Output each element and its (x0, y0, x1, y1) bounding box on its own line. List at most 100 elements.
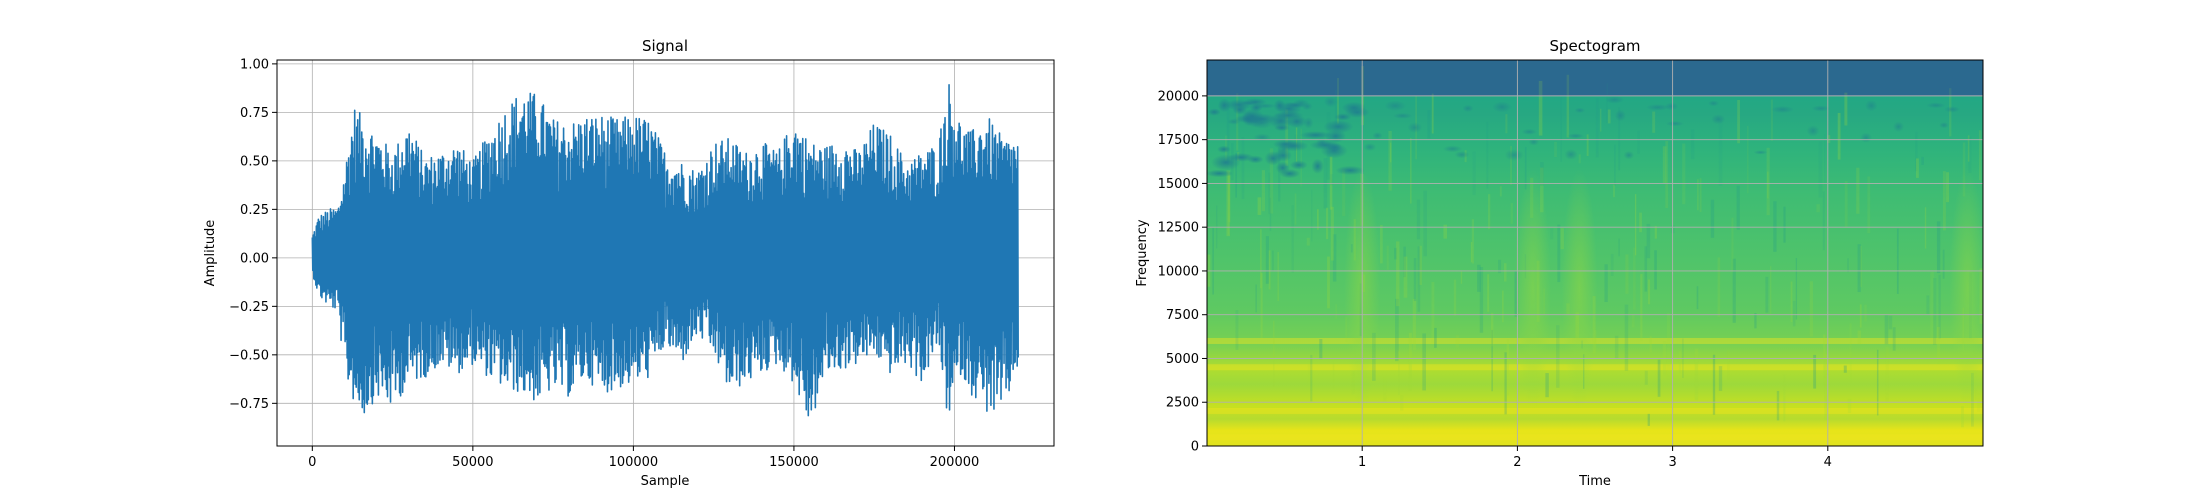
spectrogram-plot-frame (1206, 59, 1984, 447)
spectrogram-streak (1332, 234, 1337, 282)
spectrogram-streak (1637, 130, 1640, 154)
spectrogram-streak (1857, 330, 1862, 345)
spectrogram-streak (1488, 194, 1491, 230)
spectrogram-streak (1977, 385, 1981, 412)
signal-y-axis-label: Amplitude (203, 220, 218, 287)
spectrogram-streak (1844, 92, 1848, 126)
spectrogram-streak (1319, 338, 1323, 360)
spectrogram-blob (1574, 107, 1586, 113)
spectrogram-streak (1978, 130, 1982, 181)
spectrogram-streak (1649, 336, 1652, 353)
spectrogram-streak (1884, 315, 1889, 345)
spectrogram-streak (1857, 244, 1861, 293)
spectrogram-streak (1235, 310, 1239, 350)
spectrogram-streak (1837, 112, 1841, 160)
signal-y-tick-label: 0.50 (240, 154, 269, 169)
spectrogram-streak (1795, 257, 1798, 320)
spectrogram-streak (1915, 158, 1919, 178)
spectrogram-streak (1942, 171, 1946, 231)
spectrogram-streak (1241, 137, 1245, 200)
spectrogram-streak (1427, 110, 1431, 139)
spectrogram-streak (1647, 279, 1651, 305)
spectrogram-streak (1769, 266, 1772, 315)
spectrogram-streak (1326, 207, 1329, 240)
spectrogram-streak (1736, 185, 1740, 230)
spectrogram-streak (1665, 141, 1669, 208)
spectrogram-streak (1490, 312, 1494, 347)
spectrogram-y-tick-label: 20000 (1158, 89, 1199, 104)
spectrogram-streak (1332, 357, 1335, 389)
spectrogram-streak (1765, 276, 1769, 313)
spectrogram-blob (1860, 132, 1872, 143)
spectrogram-streak (1260, 229, 1262, 289)
spectrogram-streak (1408, 332, 1412, 391)
spectrogram-streak (1697, 179, 1699, 211)
spectrogram-blob (1442, 145, 1463, 153)
spectrogram-streak (1888, 315, 1893, 330)
spectrogram-streak (1847, 258, 1849, 273)
spectrogram-streak (1272, 250, 1274, 272)
spectrogram-blob (1645, 104, 1670, 111)
spectrogram-streak (1386, 245, 1389, 270)
spectrogram-streak (1269, 197, 1272, 232)
spectrogram-blob (1250, 117, 1273, 129)
signal-x-tick-label: 100000 (609, 455, 659, 470)
spectrogram-streak (1654, 225, 1657, 239)
signal-x-tick-label: 50000 (452, 455, 493, 470)
spectrogram-streak (1754, 313, 1757, 329)
spectrogram-streak (1773, 201, 1777, 252)
spectrogram-blob (1462, 104, 1474, 113)
spectrogram-streak (1813, 354, 1817, 389)
spectrogram-streak (1644, 370, 1648, 385)
spectrogram-streak (1578, 154, 1581, 164)
spectrogram-streak (1936, 221, 1941, 274)
spectrogram-streak (1554, 141, 1557, 158)
spectrogram-transient (1949, 168, 1983, 409)
spectrogram-streak (1398, 351, 1400, 395)
spectrogram-streak (1443, 224, 1448, 239)
spectrogram-streak (1396, 241, 1400, 307)
spectrogram-blob (1264, 151, 1282, 166)
spectrogram-streak (1300, 128, 1302, 187)
spectrogram-streak (1610, 253, 1614, 277)
spectrogram-streak (1766, 147, 1770, 216)
spectrogram-band (1207, 434, 1983, 441)
spectrogram-streak (1285, 109, 1289, 166)
spectrogram-streak (1310, 354, 1313, 402)
spectrogram-transient (1514, 168, 1551, 409)
spectrogram-streak (1717, 257, 1721, 318)
spectrogram-y-tick-label: 0 (1191, 440, 1199, 455)
spectrogram-streak (1767, 171, 1769, 199)
spectrogram-streak (1737, 99, 1740, 144)
spectrogram-streak (1311, 189, 1313, 242)
spectrogram-streak (1277, 251, 1279, 302)
spectrogram-streak (1226, 170, 1231, 237)
spectrogram-blob (1567, 133, 1585, 139)
spectrogram-blob (1407, 122, 1423, 133)
spectrogram-streak (1228, 175, 1231, 223)
spectrogram-streak (1306, 237, 1310, 246)
spectrogram-blob (1207, 108, 1221, 116)
spectrogram-streak (1727, 350, 1730, 380)
signal-plot-frame (276, 59, 1055, 447)
spectrogram-streak (1607, 109, 1611, 124)
spectrogram-streak (1926, 295, 1930, 315)
spectrogram-streak (1330, 206, 1334, 261)
spectrogram-streak (1455, 335, 1460, 348)
spectrogram-streak (1770, 99, 1773, 141)
spectrogram-streak (1938, 274, 1941, 339)
spectrogram-streak (1394, 247, 1398, 260)
spectrogram-x-axis: 1 2 3 4 (1358, 446, 1832, 470)
spectrogram-streak (1864, 304, 1867, 322)
spectrogram-streak (1260, 273, 1263, 338)
spectrogram-streak (1505, 114, 1508, 134)
spectrogram-blob (1344, 106, 1370, 118)
spectrogram-streak (1291, 205, 1294, 273)
spectrogram-streak (1390, 142, 1392, 163)
spectrogram-streak (1403, 256, 1408, 298)
spectrogram-streak (1915, 131, 1918, 172)
spectrogram-streak (1718, 119, 1723, 186)
spectrogram-blob (1806, 125, 1820, 137)
spectrogram-streak (1268, 172, 1271, 215)
